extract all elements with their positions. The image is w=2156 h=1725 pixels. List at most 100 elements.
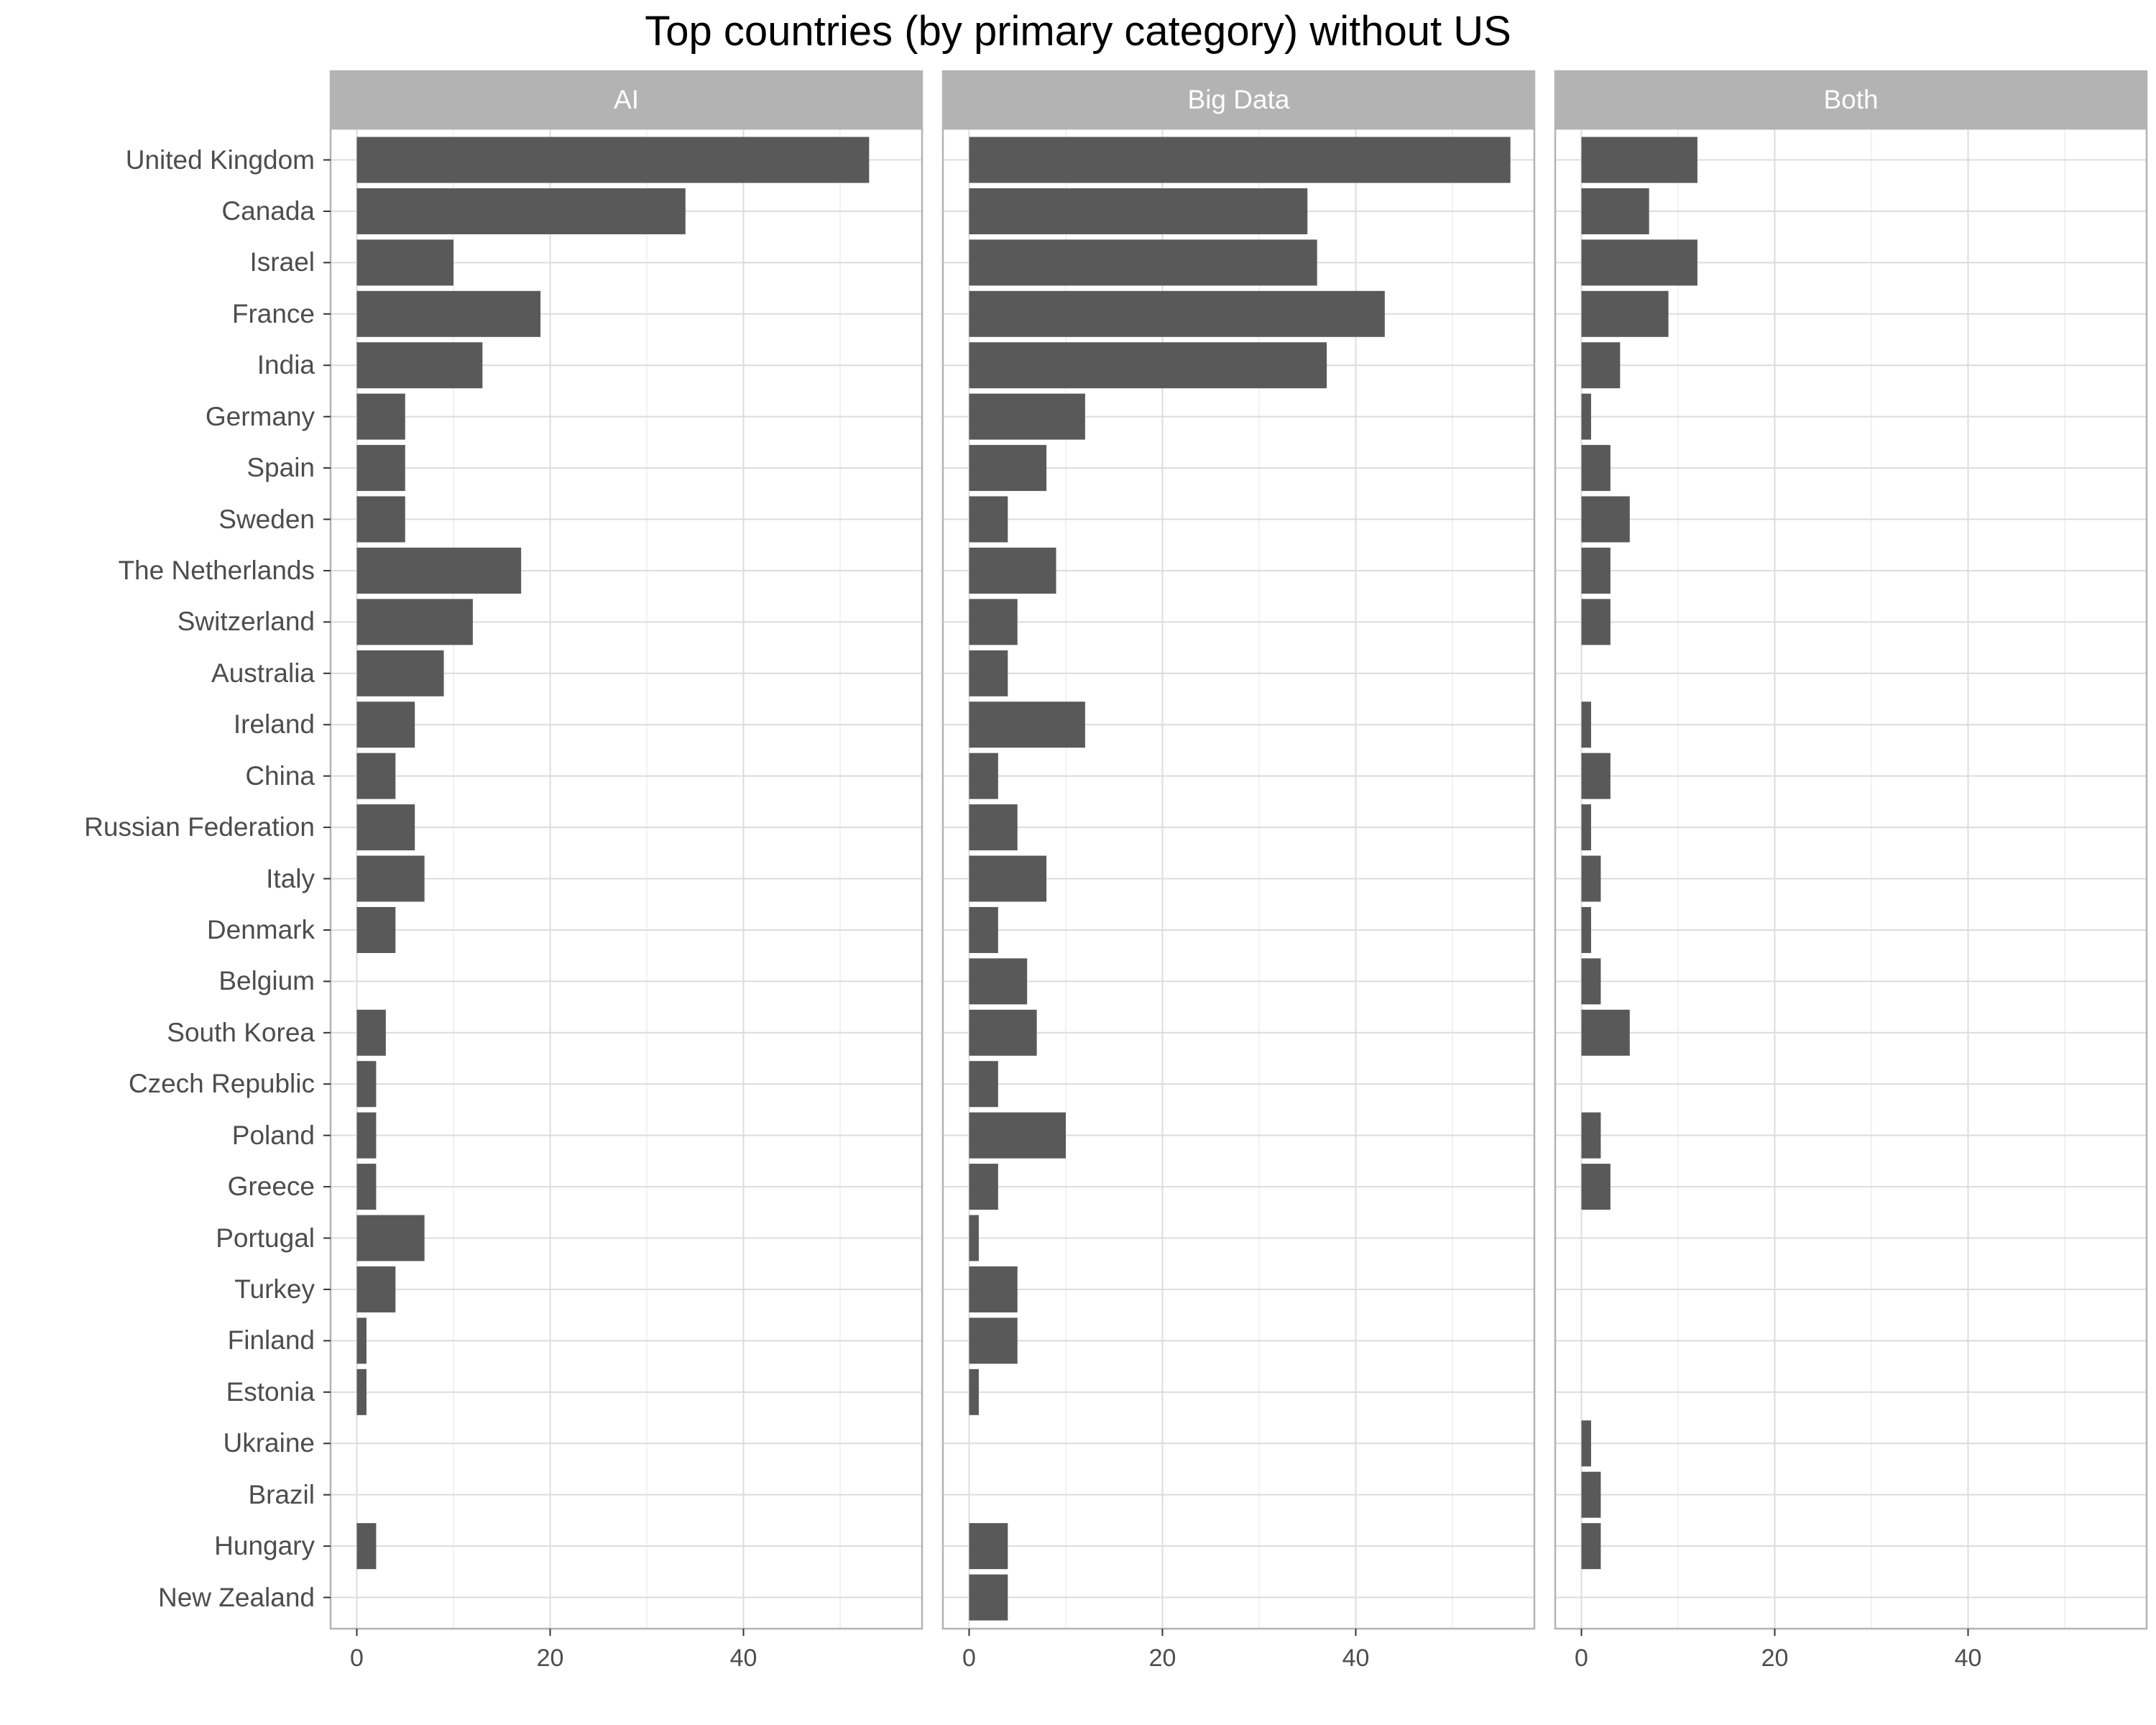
category-label: Portugal bbox=[216, 1223, 315, 1253]
bar bbox=[1581, 239, 1697, 286]
bar bbox=[1581, 804, 1591, 851]
bar bbox=[356, 855, 425, 902]
bar bbox=[1581, 137, 1697, 183]
bar bbox=[969, 1368, 979, 1415]
bar bbox=[1581, 547, 1611, 594]
facet-strip-label: AI bbox=[614, 85, 639, 114]
category-label: Denmark bbox=[206, 914, 315, 944]
bar bbox=[969, 290, 1385, 337]
bar bbox=[969, 804, 1018, 851]
bar bbox=[1581, 342, 1621, 389]
bar bbox=[1581, 1523, 1601, 1570]
category-label: Canada bbox=[221, 196, 315, 226]
bar bbox=[1581, 599, 1611, 645]
bar bbox=[1581, 1420, 1591, 1467]
bar bbox=[1581, 753, 1611, 799]
category-label: Hungary bbox=[214, 1531, 315, 1561]
x-tick-label: 40 bbox=[1342, 1644, 1370, 1672]
x-tick-label: 20 bbox=[536, 1644, 564, 1672]
bar bbox=[1581, 393, 1591, 440]
category-label: New Zealand bbox=[157, 1582, 315, 1612]
bar bbox=[969, 137, 1511, 183]
bar bbox=[1581, 1164, 1611, 1210]
bar bbox=[356, 1523, 377, 1570]
category-label: South Korea bbox=[167, 1017, 315, 1047]
bar bbox=[1581, 702, 1591, 748]
category-label: Finland bbox=[227, 1325, 315, 1356]
category-label: Ireland bbox=[233, 709, 315, 740]
facet-strip-label: Both bbox=[1823, 85, 1879, 114]
bar bbox=[969, 188, 1308, 234]
bar bbox=[356, 496, 405, 543]
category-label: Israel bbox=[249, 247, 315, 277]
category-label: Czech Republic bbox=[128, 1069, 315, 1099]
bar bbox=[969, 1164, 998, 1210]
bar bbox=[1581, 1009, 1630, 1056]
bar bbox=[356, 702, 415, 748]
bar bbox=[969, 1317, 1018, 1364]
category-label: Ukraine bbox=[223, 1428, 315, 1458]
bar bbox=[356, 599, 473, 645]
bar bbox=[356, 804, 415, 851]
category-label: Switzerland bbox=[177, 607, 315, 637]
category-label: Italy bbox=[266, 863, 315, 893]
bar bbox=[356, 1061, 377, 1108]
bar bbox=[969, 650, 1008, 696]
category-label: India bbox=[257, 350, 315, 380]
bar bbox=[969, 1215, 979, 1261]
category-label: Australia bbox=[211, 658, 315, 688]
category-label: Poland bbox=[231, 1120, 315, 1150]
category-label: Brazil bbox=[248, 1479, 315, 1509]
category-label: France bbox=[231, 298, 315, 328]
category-label: United Kingdom bbox=[125, 144, 315, 175]
facet-strip bbox=[1554, 70, 2148, 130]
bar bbox=[969, 906, 998, 953]
bar bbox=[969, 1574, 1008, 1621]
category-label: Germany bbox=[205, 401, 315, 431]
bar bbox=[1581, 958, 1601, 1005]
bar bbox=[969, 1061, 998, 1108]
bar bbox=[1581, 906, 1591, 953]
bar bbox=[969, 958, 1028, 1005]
bar bbox=[356, 1112, 377, 1159]
bar bbox=[356, 290, 541, 337]
bar bbox=[356, 137, 870, 183]
bar bbox=[969, 855, 1047, 902]
bar bbox=[356, 1368, 367, 1415]
category-label: The Netherlands bbox=[118, 555, 315, 585]
bar bbox=[969, 342, 1327, 389]
bar bbox=[969, 702, 1085, 748]
x-tick-label: 0 bbox=[350, 1644, 364, 1672]
bar bbox=[1581, 855, 1601, 902]
bar bbox=[969, 547, 1056, 594]
bar bbox=[1581, 1112, 1601, 1159]
bar bbox=[969, 1009, 1037, 1056]
bar bbox=[356, 547, 522, 594]
category-label: Belgium bbox=[218, 966, 315, 996]
bar bbox=[356, 1164, 377, 1210]
category-label: Greece bbox=[227, 1172, 315, 1202]
bar bbox=[356, 906, 396, 953]
x-tick-label: 40 bbox=[729, 1644, 757, 1672]
bar bbox=[356, 445, 405, 492]
x-tick-label: 20 bbox=[1761, 1644, 1789, 1672]
bar bbox=[356, 1215, 425, 1261]
bar bbox=[356, 1009, 386, 1056]
bar bbox=[356, 650, 444, 696]
facet-strip bbox=[329, 70, 923, 130]
bar bbox=[1581, 290, 1669, 337]
bar bbox=[356, 1317, 367, 1364]
category-label: Russian Federation bbox=[84, 812, 315, 842]
bar bbox=[969, 496, 1008, 543]
x-tick-label: 20 bbox=[1148, 1644, 1176, 1672]
category-label: Turkey bbox=[234, 1274, 315, 1304]
bar bbox=[1581, 496, 1630, 543]
category-label: China bbox=[245, 760, 315, 791]
x-tick-label: 40 bbox=[1954, 1644, 1982, 1672]
x-tick-label: 0 bbox=[1575, 1644, 1588, 1672]
bar bbox=[969, 599, 1018, 645]
chart-title: Top countries (by primary category) with… bbox=[645, 8, 1511, 55]
x-tick-label: 0 bbox=[962, 1644, 976, 1672]
